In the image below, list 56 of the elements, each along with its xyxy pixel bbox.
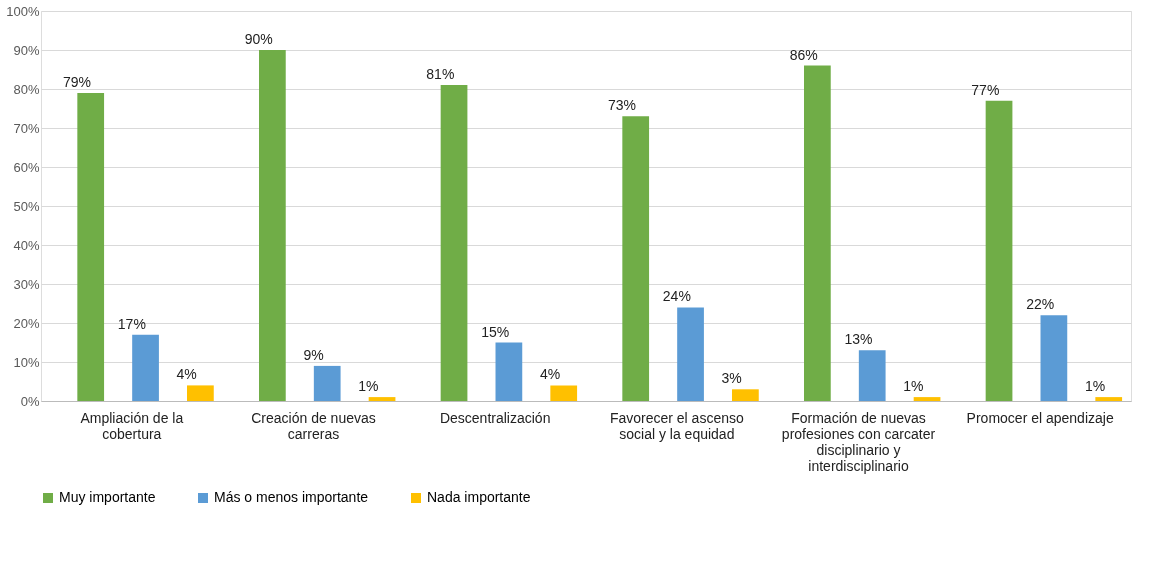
bar xyxy=(313,365,341,401)
bar xyxy=(1040,315,1068,401)
legend-label: Muy importante xyxy=(59,489,156,505)
bar xyxy=(985,100,1013,401)
x-tick-label: Formación de nuevas profesiones con carcater disciplinario y interdisciplinario xyxy=(781,409,936,474)
y-tick-label: 50% xyxy=(13,198,40,214)
data-label: 15% xyxy=(481,323,510,340)
bar xyxy=(1095,397,1123,401)
bar xyxy=(187,385,214,401)
y-tick-label: 40% xyxy=(13,237,40,253)
y-tick-label: 30% xyxy=(13,276,40,292)
bar xyxy=(132,334,159,401)
data-label: 9% xyxy=(303,346,324,363)
bar xyxy=(913,397,941,401)
bar xyxy=(804,65,831,401)
data-label: 1% xyxy=(903,378,924,395)
data-label: 4% xyxy=(176,366,197,383)
data-label: 1% xyxy=(358,378,379,395)
x-tick-label: Ampliación de la cobertura xyxy=(80,409,184,442)
bar xyxy=(368,397,396,401)
y-tick-label: 70% xyxy=(13,120,40,136)
data-label: 79% xyxy=(62,73,92,90)
y-tick-label: 10% xyxy=(13,354,40,370)
data-label: 22% xyxy=(1026,296,1055,313)
data-label: 4% xyxy=(539,366,561,383)
bar xyxy=(622,116,650,401)
x-tick-label: Promocer el apendizaje xyxy=(966,409,1114,426)
bar xyxy=(77,92,105,401)
y-tick-label: 80% xyxy=(13,81,40,97)
x-tick-label: Creación de nuevas carreras xyxy=(251,409,376,442)
y-tick-label: 100% xyxy=(6,3,40,19)
bar xyxy=(259,50,286,401)
y-tick-label: 90% xyxy=(13,42,40,58)
bar xyxy=(677,307,704,401)
data-label: 86% xyxy=(789,46,818,63)
data-label: 77% xyxy=(971,81,1000,98)
data-label: 1% xyxy=(1084,378,1106,395)
data-label: 17% xyxy=(117,315,146,332)
x-tick-label: Descentralización xyxy=(439,409,551,426)
bar xyxy=(550,385,578,401)
data-label: 81% xyxy=(426,66,455,83)
data-label: 24% xyxy=(662,288,691,305)
bar xyxy=(495,342,523,401)
data-label: 90% xyxy=(244,31,273,47)
y-tick-label: 60% xyxy=(13,159,40,175)
y-tick-label: 20% xyxy=(13,315,40,331)
y-tick-label: 0% xyxy=(20,393,40,409)
data-label: 3% xyxy=(721,370,742,387)
data-label: 73% xyxy=(607,97,637,114)
bar xyxy=(732,389,759,401)
data-label: 13% xyxy=(844,331,873,348)
legend-label: Nada importante xyxy=(427,489,531,505)
bar xyxy=(440,85,468,401)
bar xyxy=(858,350,886,401)
legend-label: Más o menos importante xyxy=(214,489,369,505)
x-tick-label: Favorecer el ascenso social y la equidad xyxy=(609,409,744,442)
